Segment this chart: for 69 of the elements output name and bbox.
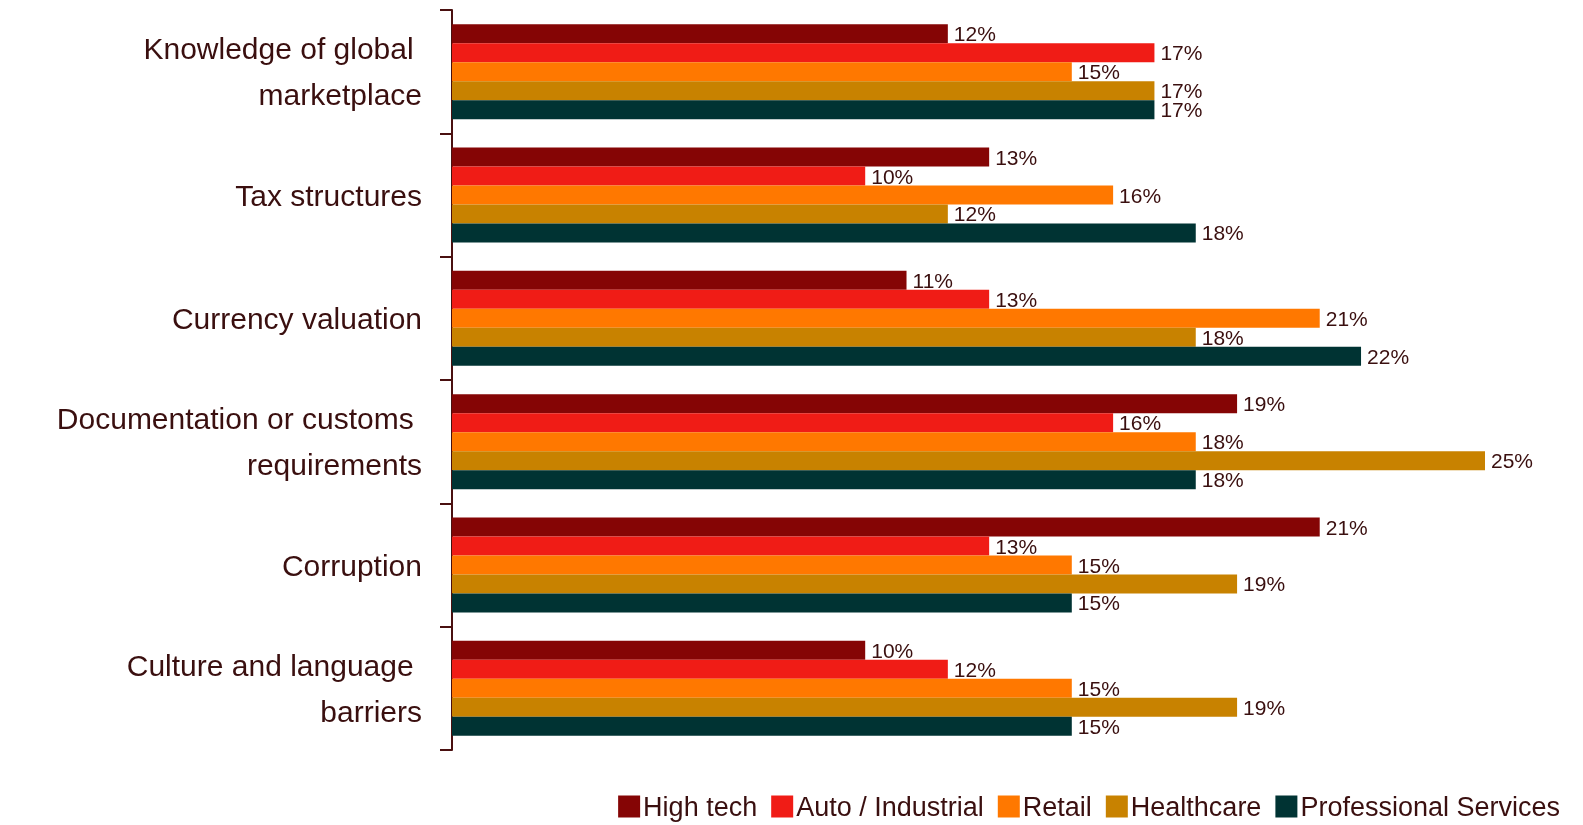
y-tick-label: Knowledge of global marketplace (143, 32, 422, 112)
bar (452, 470, 1196, 490)
bar (452, 346, 1362, 366)
bar (452, 536, 990, 556)
bar (452, 308, 1320, 328)
bar (452, 697, 1238, 717)
bar (452, 394, 1238, 414)
data-label: 15% (1077, 676, 1120, 700)
data-label: 13% (995, 287, 1038, 311)
bar (452, 24, 948, 44)
bar (452, 413, 1114, 433)
y-tick-label: Currency valuation (171, 301, 422, 335)
y-tick-label: Documentation or customs requirements (56, 402, 422, 482)
data-label: 15% (1077, 591, 1120, 615)
bar (452, 166, 866, 186)
y-tick-label: Corruption (281, 548, 422, 582)
data-label: 15% (1077, 60, 1120, 84)
y-tick-label: Culture and language barriers (126, 648, 422, 728)
legend-label: Professional Services (1300, 791, 1561, 822)
bar (452, 62, 1072, 82)
data-label: 19% (1243, 392, 1286, 416)
legend-label: High tech (643, 791, 758, 822)
bar (452, 100, 1155, 120)
data-label: 19% (1243, 695, 1286, 719)
bar (452, 593, 1072, 613)
data-label: 25% (1491, 449, 1534, 473)
data-label: 18% (1201, 325, 1244, 349)
legend-label: Healthcare (1130, 791, 1262, 822)
data-label: 21% (1325, 515, 1368, 539)
legend-label: Retail (1022, 791, 1092, 822)
data-label: 18% (1201, 468, 1244, 492)
y-tick-label: Tax structures (235, 178, 422, 212)
bar (452, 555, 1072, 575)
bar (452, 223, 1196, 243)
data-label: 12% (953, 202, 996, 226)
bar (452, 81, 1155, 101)
data-label: 18% (1201, 221, 1244, 245)
data-label: 11% (912, 268, 953, 292)
bar (452, 43, 1155, 63)
data-label: 16% (1119, 183, 1162, 207)
bar (452, 659, 948, 679)
legend-label: Auto / Industrial (796, 791, 984, 822)
data-label: 16% (1119, 411, 1162, 435)
data-label: 12% (953, 22, 996, 46)
data-label: 13% (995, 145, 1038, 169)
bar (452, 289, 990, 309)
data-label: 10% (871, 638, 914, 662)
data-label: 15% (1077, 553, 1120, 577)
bar (452, 185, 1114, 205)
data-label: 22% (1367, 344, 1410, 368)
bar (452, 432, 1196, 452)
data-label: 19% (1243, 572, 1286, 596)
bar (452, 327, 1196, 347)
bar (452, 270, 907, 290)
bar (452, 517, 1320, 537)
bar (452, 204, 948, 224)
bar (452, 678, 1072, 698)
data-label: 10% (871, 164, 914, 188)
bar (452, 640, 866, 660)
bar (452, 147, 990, 167)
data-label: 21% (1325, 306, 1368, 330)
data-label: 15% (1077, 714, 1120, 738)
data-label: 12% (953, 657, 996, 681)
bar (452, 716, 1072, 736)
bar (452, 451, 1485, 471)
data-label: 17% (1160, 41, 1203, 65)
data-label: 18% (1201, 430, 1244, 454)
data-label: 13% (995, 534, 1038, 558)
bar (452, 574, 1238, 594)
